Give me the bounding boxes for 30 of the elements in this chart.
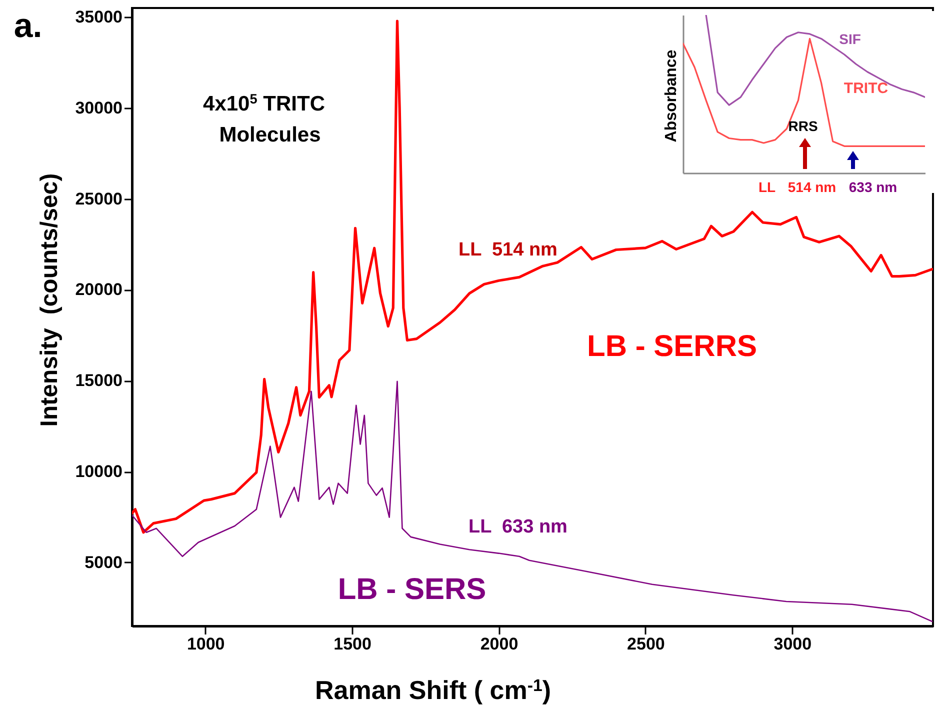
text: LB - SERRS	[586, 330, 758, 363]
series-label: LB - SERS	[338, 573, 486, 606]
y-tick-label: 10000	[75, 462, 122, 481]
series-label: TRITC	[844, 80, 888, 97]
annotation: 514 nm	[788, 179, 836, 195]
x-axis-title: Raman Shift ( cm$^{-1}$)	[314, 675, 552, 705]
annotation: RRS	[788, 118, 818, 134]
text: a.	[14, 7, 42, 45]
y-axis-title: Intensity (counts/sec)	[36, 173, 63, 427]
annotation: 633 nm	[848, 179, 898, 195]
y-tick-label: 30000	[75, 98, 122, 118]
x-tick-label: 2000	[480, 634, 518, 654]
annotation: LL	[758, 179, 776, 195]
x-tick-label: 2500	[627, 634, 665, 654]
line-series	[132, 380, 933, 622]
y-tick-label: 5000	[84, 552, 122, 572]
annotation: LL 633 nm	[468, 516, 568, 538]
line-series	[132, 20, 933, 534]
y-tick-label: 20000	[75, 280, 122, 300]
annotation: Molecules	[219, 124, 321, 146]
y-tick-label: 15000	[75, 371, 122, 390]
series-label: SIF	[839, 31, 862, 47]
x-tick-label: 3000	[774, 634, 812, 654]
annotation: LL 514 nm	[458, 240, 558, 260]
y-axis-title: Absorbance	[663, 50, 680, 142]
x-tick-label: 1000	[186, 634, 225, 654]
x-tick-label: 1500	[334, 634, 372, 654]
y-tick-label: 25000	[75, 189, 122, 208]
annotation: 4x10$^{5}$ TRITC	[203, 92, 325, 116]
y-tick-label: 35000	[75, 8, 122, 27]
